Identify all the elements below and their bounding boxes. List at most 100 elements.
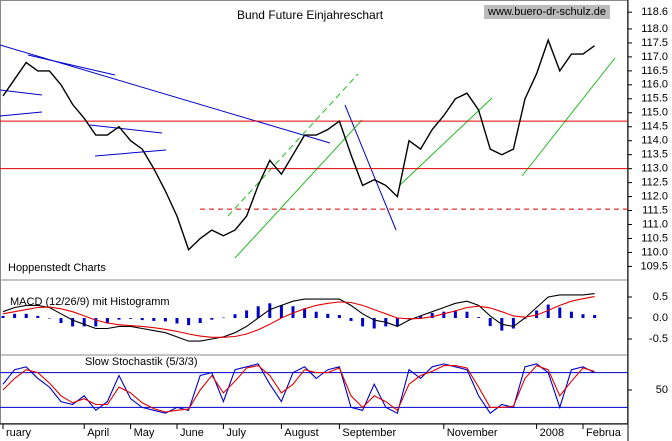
y-tick-label: 113.5 [641, 149, 668, 161]
trend-line [344, 104, 397, 231]
y-tick-label: 0.0 [653, 312, 668, 324]
trend-line [94, 149, 167, 157]
y-tick-label: 50 [656, 384, 668, 396]
histogram-bar [198, 318, 202, 324]
watermark: www.buero-dr-schulz.de [487, 6, 606, 18]
trend-lines [0, 44, 616, 259]
histogram-bar [453, 310, 457, 318]
y-tick-label: 111.5 [642, 204, 668, 216]
y-tick-label: 115.0 [641, 107, 668, 119]
y-tick-label: 118.6 [641, 6, 668, 18]
y-tick-label: 114.0 [641, 135, 668, 147]
y-tick-label: 117.5 [641, 37, 668, 49]
trend-line [0, 111, 43, 117]
histogram-bar [593, 315, 597, 318]
watermark-bg [484, 5, 610, 19]
histogram-bar [419, 315, 423, 318]
y-tick-label: 110.0 [641, 246, 668, 258]
y-tick-label: 115.5 [641, 93, 668, 105]
histogram-bar [117, 318, 121, 320]
histogram-bar [210, 318, 214, 320]
histogram-bar [152, 318, 156, 321]
x-tick-label: June [180, 427, 204, 439]
histogram-bar [59, 318, 63, 324]
histogram-bar [279, 305, 283, 318]
histogram-bar [24, 313, 28, 318]
x-tick-label: April [87, 427, 109, 439]
histogram-bar [488, 318, 492, 326]
series-line [2, 293, 595, 342]
histogram-bar [581, 314, 585, 318]
histogram-bar [187, 318, 191, 326]
x-tick-label: November [447, 427, 498, 439]
histogram-bar [511, 318, 515, 329]
trend-line [521, 57, 616, 177]
histogram-bar [256, 306, 260, 318]
histogram-bar [465, 311, 469, 318]
histogram-bar [430, 312, 434, 318]
y-tick-label: 116.5 [641, 65, 668, 77]
y-tick-label: -0.5 [649, 333, 668, 345]
histogram-bar [105, 318, 109, 324]
histogram-bar [535, 310, 539, 318]
trend-line [27, 54, 116, 76]
histogram-bar [395, 318, 399, 327]
x-tick-label: August [284, 427, 318, 439]
panel-title: MACD (12/26/9) mit Histogramm [10, 296, 170, 308]
source-note: Hoppenstedt Charts [8, 262, 106, 274]
histogram-bar [349, 318, 353, 321]
histogram-bar [314, 311, 318, 318]
histogram-bar [129, 318, 133, 319]
histogram-bar [558, 307, 562, 318]
histogram-bar [303, 308, 307, 318]
histogram-bar [546, 304, 550, 318]
histogram-bar [13, 313, 17, 318]
histogram-bar [221, 317, 225, 319]
trend-line [399, 97, 493, 186]
series-line [2, 364, 595, 413]
y-tick-label: 113.0 [641, 163, 668, 175]
histogram-bar [82, 318, 86, 327]
histogram-bar [337, 315, 341, 318]
histogram-bar [36, 315, 40, 318]
histogram-bar [245, 310, 249, 318]
x-tick-label: September [342, 427, 396, 439]
histogram-bar [47, 318, 51, 319]
histogram-bar [569, 311, 573, 318]
trend-line [89, 124, 163, 134]
x-tick-label: May [134, 427, 155, 439]
histogram-bar [1, 315, 5, 318]
x-tick-label: 2008 [540, 427, 564, 439]
y-tick-label: 116.0 [641, 79, 668, 91]
series-line [2, 363, 595, 414]
trend-line [234, 119, 363, 259]
histogram-bar [268, 303, 272, 318]
y-tick-label: 118.0 [641, 23, 668, 35]
histogram-bar [71, 318, 75, 327]
histogram-bar [94, 318, 98, 327]
series-line [2, 296, 595, 338]
histogram-bar [291, 306, 295, 318]
histogram-bar [233, 314, 237, 318]
histogram-bar [442, 311, 446, 318]
chart-title: Bund Future Einjahreschart [237, 8, 384, 22]
panel-title: Slow Stochastik (5/3/3) [85, 356, 198, 368]
y-tick-label: 111.0 [642, 218, 668, 230]
y-tick-label: 114.5 [641, 121, 668, 133]
histogram-bar [477, 317, 481, 318]
y-tick-label: 110.5 [641, 232, 668, 244]
histogram-bar [163, 318, 167, 322]
x-tick-label: Februa [586, 427, 622, 439]
y-tick-label: 109.5 [640, 260, 668, 272]
histogram-bar [361, 318, 365, 327]
y-tick-label: 112.5 [641, 177, 668, 189]
histogram-bar [372, 318, 376, 329]
x-tick-label: ruary [6, 427, 32, 439]
y-tick-label: 117.0 [641, 51, 668, 63]
series-line [2, 38, 596, 251]
trend-line [227, 73, 359, 217]
y-tick-label: 0.5 [653, 291, 668, 303]
histogram-bar [140, 318, 144, 321]
